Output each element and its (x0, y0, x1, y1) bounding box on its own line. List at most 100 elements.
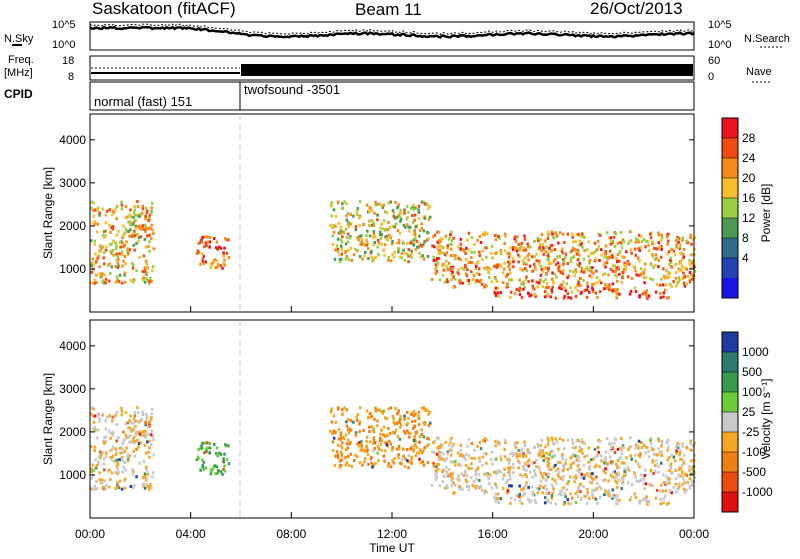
power-cell (537, 239, 540, 243)
power-cell (587, 254, 590, 258)
power-cell (410, 255, 413, 259)
power-cell (150, 206, 153, 210)
velocity-cell (112, 416, 116, 420)
power-cell (657, 233, 661, 237)
power-cell (427, 237, 430, 241)
velocity-cell (633, 492, 636, 496)
x-tick-label: 00:00 (679, 527, 709, 541)
velocity-cell (227, 462, 231, 466)
velocity-cell (137, 442, 141, 446)
velocity-cell (146, 472, 149, 476)
power-cell (608, 288, 611, 292)
power-cell (99, 244, 102, 248)
power-cell (618, 292, 621, 296)
power-cell (396, 229, 400, 233)
velocity-cell (436, 446, 439, 450)
power-cell (654, 290, 658, 294)
power-cell (640, 235, 643, 239)
power-cell (577, 264, 581, 268)
velocity-cell (127, 426, 130, 430)
power-cell (128, 222, 132, 226)
velocity-cell (410, 461, 413, 465)
velocity-cell (116, 463, 120, 467)
power-cell (93, 278, 97, 282)
velocity-cell (520, 501, 524, 505)
velocity-cell (551, 491, 554, 495)
power-cell (215, 240, 219, 244)
velocity-cell (644, 482, 648, 486)
velocity-cell (519, 452, 522, 456)
velocity-cell (467, 488, 471, 492)
velocity-cell (443, 459, 447, 463)
power-cell (463, 249, 466, 253)
power-cell (659, 296, 662, 300)
power-cell (490, 244, 494, 248)
velocity-cell (496, 497, 500, 501)
power-cell (406, 242, 409, 246)
velocity-cell (613, 470, 616, 474)
velocity-cell (473, 484, 477, 488)
power-cell (105, 245, 108, 249)
power-cell (93, 220, 96, 224)
power-cell (633, 247, 637, 251)
power-cell (398, 231, 402, 235)
power-cell (569, 257, 573, 261)
noise-tick-right-bottom: 10^0 (708, 39, 732, 51)
power-cell (358, 214, 362, 218)
power-cell (682, 276, 686, 280)
power-cell (426, 203, 429, 207)
x-tick-label: 00:00 (75, 527, 105, 541)
power-cell (570, 249, 574, 253)
power-cell (108, 208, 112, 212)
power-cell (129, 208, 132, 212)
power-cell (397, 250, 400, 254)
velocity-cell (645, 499, 648, 503)
velocity-cell (612, 441, 616, 445)
power-cell (579, 234, 582, 238)
power-cell (589, 269, 592, 273)
velocity-cell (140, 433, 143, 437)
velocity-cell (334, 454, 337, 458)
power-cell (595, 248, 598, 252)
power-cell (543, 290, 547, 294)
power-cell (377, 241, 381, 245)
velocity-cell (592, 477, 595, 481)
velocity-cell (682, 482, 686, 486)
power-cell (556, 255, 559, 259)
power-cell (133, 208, 137, 212)
velocity-cell (654, 469, 657, 473)
power-cell (653, 258, 657, 262)
power-cell (215, 246, 218, 250)
velocity-cell (566, 482, 569, 486)
velocity-cell (406, 421, 409, 425)
velocity-cell (522, 493, 525, 497)
velocity-cell (90, 406, 94, 410)
velocity-cell (410, 445, 413, 449)
velocity-cell (505, 491, 508, 495)
velocity-cell (131, 438, 135, 442)
velocity-cell (143, 472, 147, 476)
power-cell (519, 289, 522, 293)
velocity-cell (590, 481, 593, 485)
velocity-cell (573, 454, 577, 458)
power-cell (143, 223, 147, 227)
velocity-cell (533, 498, 537, 502)
power-cell (566, 276, 569, 280)
power-cell (201, 252, 204, 256)
power-cell (152, 247, 156, 251)
power-cell (370, 219, 374, 223)
velocity-cell (418, 435, 422, 439)
power-cell (403, 208, 406, 212)
power-cell (124, 262, 127, 266)
power-cell (573, 248, 577, 252)
velocity-cell (524, 454, 527, 458)
power-cell (608, 249, 612, 253)
velocity-cell (480, 488, 484, 492)
velocity-cell (571, 441, 574, 445)
power-cell (120, 250, 124, 254)
velocity-cell (561, 464, 565, 468)
velocity-cell (574, 474, 577, 478)
power-cell (125, 240, 128, 244)
velocity-cell (608, 455, 612, 459)
power-cell (598, 279, 601, 283)
